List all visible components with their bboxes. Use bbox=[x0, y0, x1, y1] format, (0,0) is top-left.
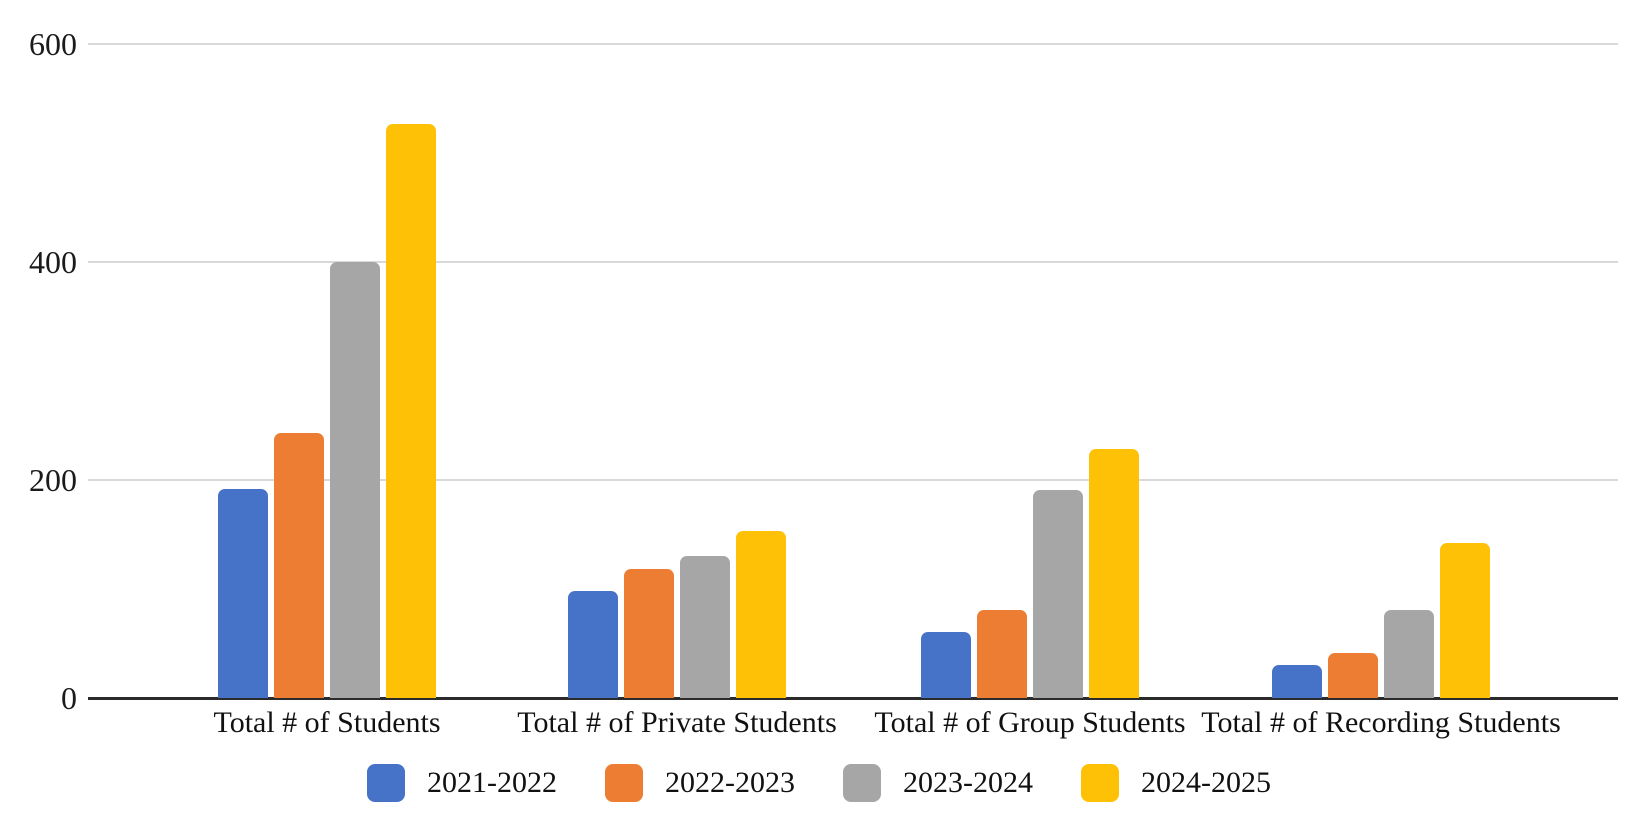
gridline bbox=[88, 479, 1618, 481]
y-tick-label: 400 bbox=[29, 244, 77, 280]
plot-area bbox=[88, 44, 1618, 698]
x-category-label: Total # of Recording Students bbox=[1201, 706, 1561, 739]
gridline bbox=[88, 43, 1618, 45]
bar-2021-2022-total-of-recording-students bbox=[1272, 665, 1322, 698]
legend: 2021-2022 2022-2023 2023-2024 2024-2025 bbox=[0, 764, 1638, 802]
bar-2023-2024-total-of-private-students bbox=[680, 556, 730, 698]
y-tick-label: 600 bbox=[29, 26, 77, 62]
bar-group bbox=[921, 44, 1139, 698]
bar-2024-2025-total-of-group-students bbox=[1089, 449, 1139, 698]
bar-2021-2022-total-of-group-students bbox=[921, 632, 971, 698]
y-tick-label: 0 bbox=[61, 680, 77, 716]
bar-2022-2023-total-of-private-students bbox=[624, 569, 674, 698]
x-category-label: Total # of Private Students bbox=[517, 706, 837, 739]
legend-label: 2024-2025 bbox=[1141, 766, 1271, 799]
bar-2024-2025-total-of-private-students bbox=[736, 531, 786, 698]
bar-2022-2023-total-of-students bbox=[274, 433, 324, 698]
legend-item: 2022-2023 bbox=[605, 764, 795, 802]
bar-group bbox=[1272, 44, 1490, 698]
legend-swatch-icon bbox=[367, 764, 405, 802]
legend-swatch-icon bbox=[605, 764, 643, 802]
x-category-label: Total # of Students bbox=[213, 706, 441, 739]
legend-label: 2021-2022 bbox=[427, 766, 557, 799]
bar-2023-2024-total-of-group-students bbox=[1033, 490, 1083, 698]
legend-item: 2024-2025 bbox=[1081, 764, 1271, 802]
legend-item: 2021-2022 bbox=[367, 764, 557, 802]
bar-group bbox=[218, 44, 436, 698]
bar-group bbox=[568, 44, 786, 698]
bar-2022-2023-total-of-recording-students bbox=[1328, 653, 1378, 698]
bar-2023-2024-total-of-recording-students bbox=[1384, 610, 1434, 698]
bar-2024-2025-total-of-recording-students bbox=[1440, 543, 1490, 698]
bar-2024-2025-total-of-students bbox=[386, 124, 436, 698]
gridline bbox=[88, 261, 1618, 263]
bar-2023-2024-total-of-students bbox=[330, 262, 380, 698]
x-axis-line bbox=[88, 697, 1618, 700]
legend-swatch-icon bbox=[1081, 764, 1119, 802]
bar-2022-2023-total-of-group-students bbox=[977, 610, 1027, 698]
legend-label: 2023-2024 bbox=[903, 766, 1033, 799]
legend-swatch-icon bbox=[843, 764, 881, 802]
bar-2021-2022-total-of-students bbox=[218, 489, 268, 698]
legend-item: 2023-2024 bbox=[843, 764, 1033, 802]
y-tick-label: 200 bbox=[29, 462, 77, 498]
bar-2021-2022-total-of-private-students bbox=[568, 591, 618, 698]
legend-label: 2022-2023 bbox=[665, 766, 795, 799]
x-category-label: Total # of Group Students bbox=[874, 706, 1186, 739]
